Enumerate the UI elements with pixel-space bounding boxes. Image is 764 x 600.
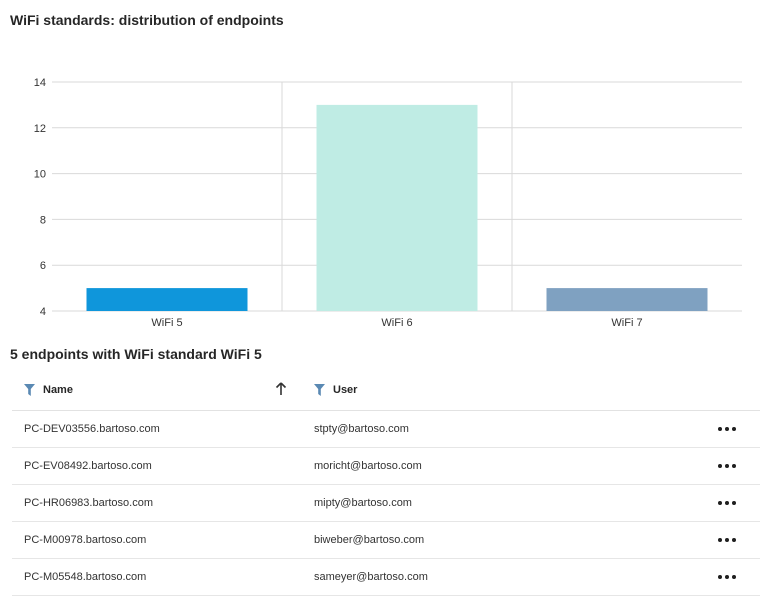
endpoint-name: PC-M00978.bartoso.com	[24, 534, 147, 546]
endpoint-user: biweber@bartoso.com	[314, 534, 425, 546]
table-row[interactable]: PC-M05548.bartoso.com sameyer@bartoso.co…	[12, 559, 760, 596]
endpoint-user: sameyer@bartoso.com	[314, 571, 428, 583]
table-row[interactable]: PC-EV08492.bartoso.com moricht@bartoso.c…	[12, 448, 760, 485]
x-tick-label: WiFi 7	[611, 317, 642, 329]
y-tick-label: 14	[34, 77, 46, 89]
filter-icon[interactable]	[24, 384, 35, 396]
bar-wifi-7[interactable]	[546, 288, 708, 311]
arrow-up-icon[interactable]	[274, 382, 288, 396]
endpoints-table: Name User PC-DEV03556.bartoso.com stpty@…	[12, 374, 760, 596]
column-label-name: Name	[43, 384, 73, 396]
y-tick-label: 10	[34, 169, 46, 181]
endpoint-name: PC-EV08492.bartoso.com	[24, 460, 152, 472]
more-options-icon[interactable]	[718, 459, 736, 473]
table-row[interactable]: PC-M00978.bartoso.com biweber@bartoso.co…	[12, 522, 760, 559]
more-options-icon[interactable]	[718, 570, 736, 584]
table-row[interactable]: PC-DEV03556.bartoso.com stpty@bartoso.co…	[12, 411, 760, 448]
more-options-icon[interactable]	[718, 533, 736, 547]
more-options-icon[interactable]	[718, 422, 736, 436]
x-tick-label: WiFi 5	[151, 317, 182, 329]
endpoint-user: mipty@bartoso.com	[314, 497, 412, 509]
y-tick-label: 4	[40, 306, 46, 318]
column-header-user[interactable]: User	[314, 384, 357, 396]
endpoint-name: PC-HR06983.bartoso.com	[24, 497, 154, 509]
y-tick-label: 8	[40, 214, 46, 226]
y-tick-label: 6	[40, 260, 46, 272]
y-axis-ticks: 4 6 8 10 12 14	[34, 77, 46, 318]
bar-chart: 4 6 8 10 12 14 WiFi 5 WiFi 6 WiFi 7	[34, 77, 742, 329]
y-tick-label: 12	[34, 123, 46, 135]
chart-bars	[86, 104, 708, 312]
x-tick-label: WiFi 6	[381, 317, 412, 329]
table-row[interactable]: PC-HR06983.bartoso.com mipty@bartoso.com	[12, 485, 760, 522]
column-label-user: User	[333, 384, 358, 396]
endpoint-name: PC-DEV03556.bartoso.com	[24, 423, 160, 435]
table-header: Name User	[12, 374, 760, 411]
endpoint-name: PC-M05548.bartoso.com	[24, 571, 147, 583]
endpoint-user: moricht@bartoso.com	[314, 460, 422, 472]
table-title: 5 endpoints with WiFi standard WiFi 5	[10, 346, 262, 362]
bar-wifi-6[interactable]	[316, 104, 478, 312]
endpoint-user: stpty@bartoso.com	[314, 423, 409, 435]
x-axis-ticks: WiFi 5 WiFi 6 WiFi 7	[151, 317, 642, 329]
column-header-name[interactable]: Name	[24, 384, 73, 396]
more-options-icon[interactable]	[718, 496, 736, 510]
bar-wifi-5[interactable]	[86, 288, 248, 311]
chart-title: WiFi standards: distribution of endpoint…	[10, 12, 284, 28]
filter-icon[interactable]	[314, 384, 325, 396]
